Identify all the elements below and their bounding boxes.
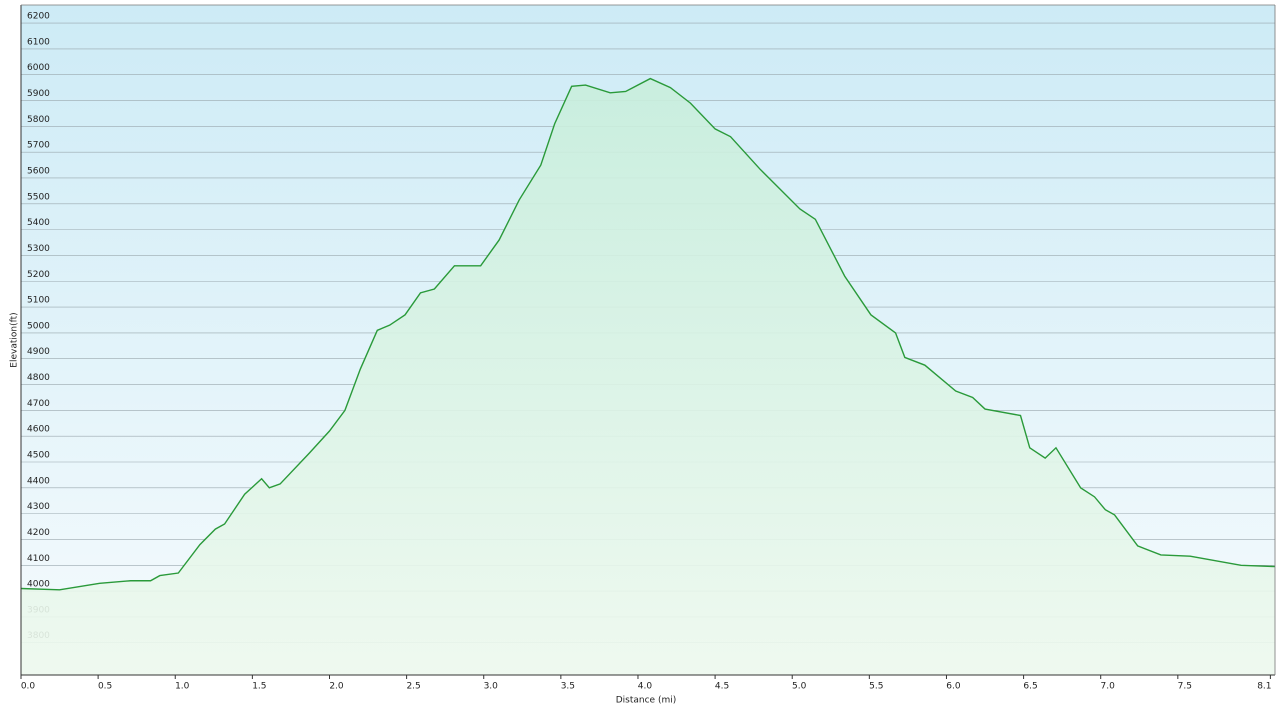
- y-tick-label: 5500: [27, 192, 50, 202]
- x-tick-label: 4.0: [638, 682, 653, 692]
- y-tick-label: 4200: [27, 528, 50, 538]
- y-tick-label: 4000: [27, 580, 50, 590]
- x-tick-label: 1.0: [175, 682, 190, 692]
- x-tick-label: 0.0: [21, 682, 36, 692]
- y-tick-label: 4800: [27, 373, 50, 383]
- y-tick-label: 4500: [27, 450, 50, 460]
- y-tick-label: 4600: [27, 425, 50, 435]
- y-tick-label: 5300: [27, 244, 50, 254]
- x-tick-label: 4.5: [715, 682, 729, 692]
- y-tick-label: 5600: [27, 166, 50, 176]
- y-tick-label: 5200: [27, 270, 50, 280]
- x-tick-label: 5.5: [869, 682, 883, 692]
- y-tick-label: 6200: [27, 12, 50, 22]
- x-tick-label: 0.5: [98, 682, 112, 692]
- y-tick-label: 5700: [27, 141, 50, 151]
- y-tick-label: 4700: [27, 399, 50, 409]
- x-tick-label: 2.0: [329, 682, 344, 692]
- x-tick-label: 1.5: [252, 682, 266, 692]
- y-tick-label: 4400: [27, 476, 50, 486]
- x-tick-label: 8.1: [1257, 682, 1271, 692]
- y-tick-label: 5100: [27, 296, 50, 306]
- x-tick-label: 3.5: [561, 682, 575, 692]
- x-tick-label: 6.0: [946, 682, 961, 692]
- y-tick-label: 5900: [27, 89, 50, 99]
- x-axis-label: Distance (mi): [616, 696, 677, 706]
- y-tick-label: 5800: [27, 115, 50, 125]
- y-tick-label: 4300: [27, 502, 50, 512]
- y-tick-label: 4100: [27, 554, 50, 564]
- x-tick-label: 3.0: [484, 682, 499, 692]
- y-tick-label: 4900: [27, 347, 50, 357]
- area: [21, 78, 1275, 676]
- x-tick-label: 6.5: [1023, 682, 1037, 692]
- x-tick-label: 2.5: [406, 682, 420, 692]
- y-axis-label: Elevation(ft): [10, 312, 20, 367]
- line: [20, 77, 1276, 591]
- x-tick-label: 5.0: [792, 682, 807, 692]
- y-tick-label: 5400: [27, 218, 50, 228]
- y-tick-label: 6100: [27, 37, 50, 47]
- y-tick-label: 5000: [27, 321, 50, 331]
- y-tick-label: 6000: [27, 63, 50, 73]
- x-tick-label: 7.0: [1101, 682, 1116, 692]
- x-tick-label: 7.5: [1178, 682, 1192, 692]
